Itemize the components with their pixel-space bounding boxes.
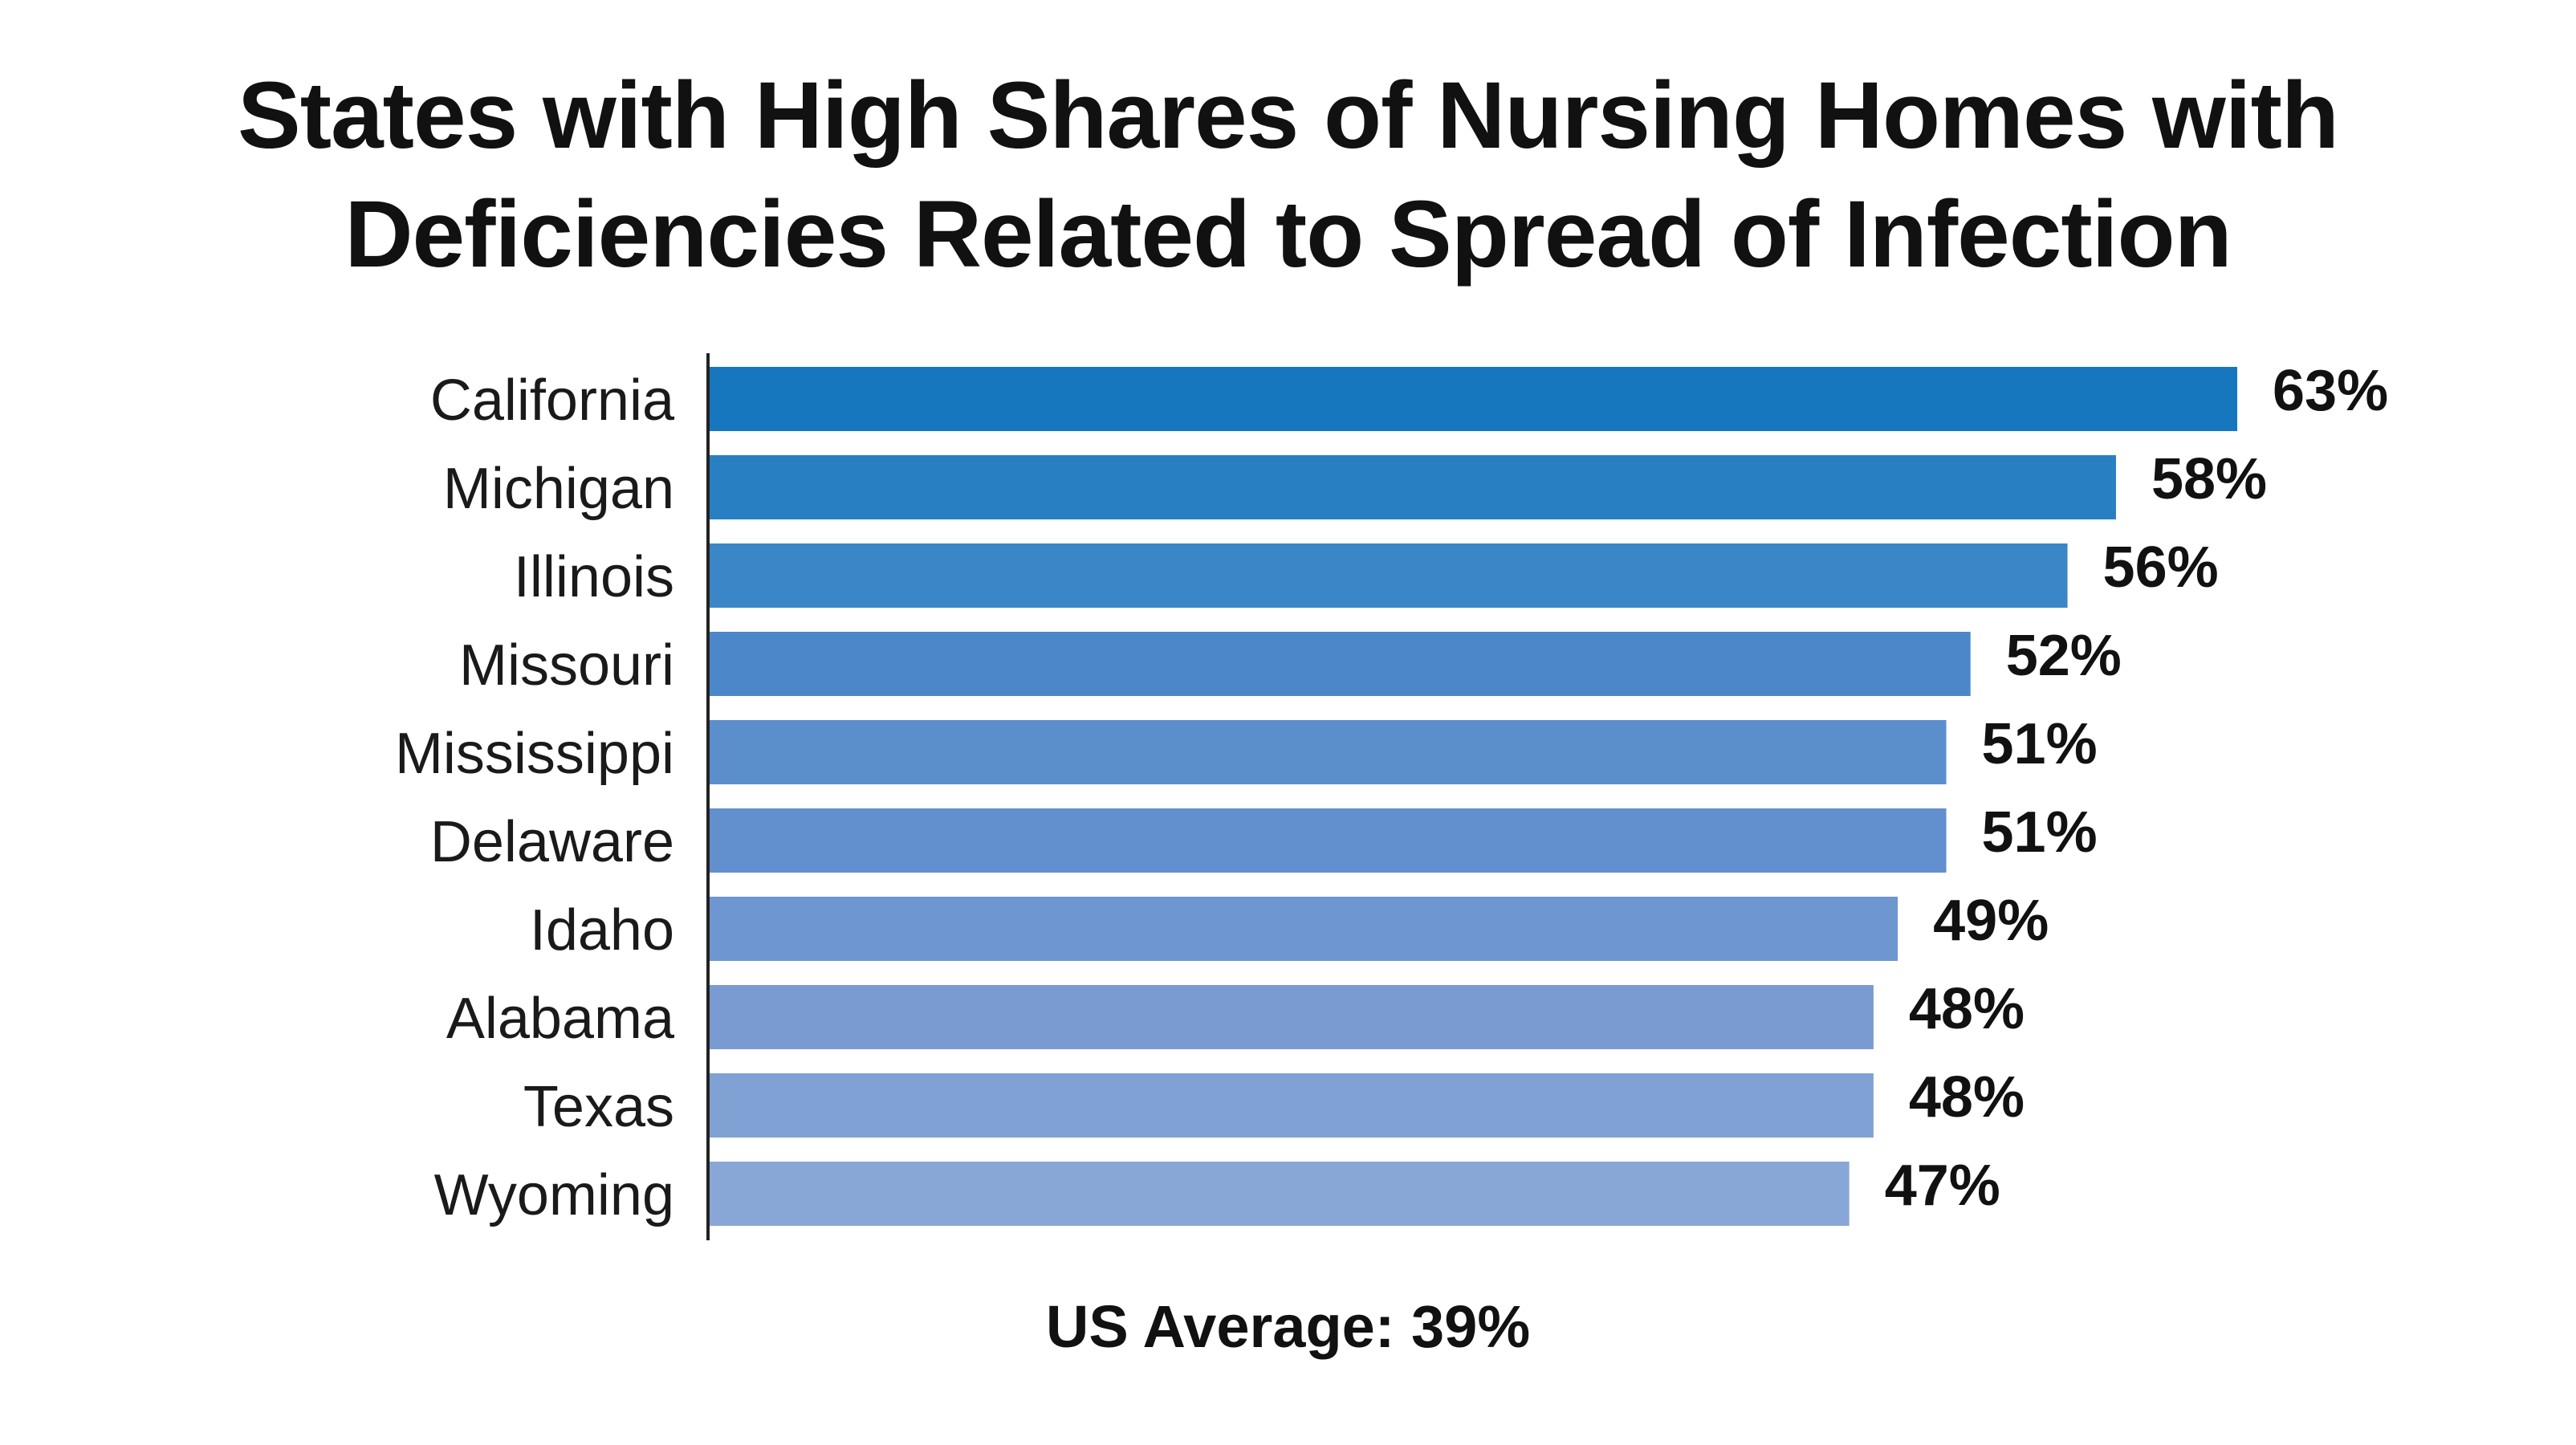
bars-group xyxy=(710,367,2237,1226)
category-label-california: California xyxy=(430,368,675,433)
chart-title: States with High Shares of Nursing Homes… xyxy=(0,56,2576,294)
value-label-mississippi: 51% xyxy=(1982,712,2098,776)
category-label-idaho: Idaho xyxy=(530,898,674,963)
value-label-illinois: 56% xyxy=(2103,535,2219,600)
category-label-missouri: Missouri xyxy=(459,633,674,698)
value-label-delaware: 51% xyxy=(1982,800,2098,865)
value-label-texas: 48% xyxy=(1909,1065,2025,1130)
category-label-mississippi: Mississippi xyxy=(395,722,674,786)
chart-title-line-1: States with High Shares of Nursing Homes… xyxy=(238,63,2339,169)
value-label-wyoming: 47% xyxy=(1885,1154,2000,1218)
value-label-missouri: 52% xyxy=(2006,624,2122,688)
value-label-michigan: 58% xyxy=(2151,447,2267,511)
value-label-alabama: 48% xyxy=(1909,977,2025,1041)
bar-michigan xyxy=(710,455,2116,519)
category-label-wyoming: Wyoming xyxy=(434,1163,674,1227)
bar-missouri xyxy=(710,632,1971,696)
bar-delaware xyxy=(710,808,1947,873)
category-label-illinois: Illinois xyxy=(514,545,674,609)
category-label-michigan: Michigan xyxy=(443,457,674,521)
bar-california xyxy=(710,367,2237,431)
category-label-texas: Texas xyxy=(523,1075,674,1139)
value-label-idaho: 49% xyxy=(1933,889,2049,953)
category-label-alabama: Alabama xyxy=(446,987,675,1051)
bar-texas xyxy=(710,1073,1874,1138)
bar-mississippi xyxy=(710,720,1947,784)
category-labels-group: California Michigan Illinois Missouri Missis… xyxy=(395,368,675,1227)
value-label-california: 63% xyxy=(2273,359,2388,423)
category-label-delaware: Delaware xyxy=(430,810,674,874)
value-labels-group: 63%58% 56% 52% 51% 51% 49% 48% 48% 47% xyxy=(1885,359,2388,1218)
bar-illinois xyxy=(710,543,2068,608)
bar-alabama xyxy=(710,985,1874,1049)
chart-title-line-2: Deficiencies Related to Spread of Infect… xyxy=(344,181,2232,287)
bar-idaho xyxy=(710,897,1898,961)
bar-wyoming xyxy=(710,1162,1850,1226)
us-average-note: US Average: 39% xyxy=(1045,1293,1531,1360)
